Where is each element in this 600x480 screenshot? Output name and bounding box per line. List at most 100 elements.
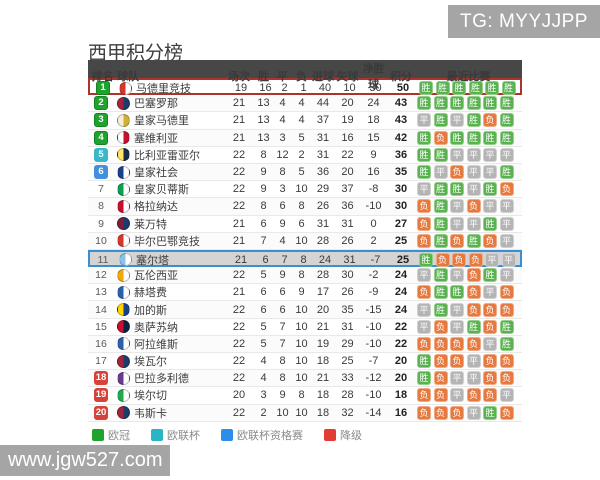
team-cell[interactable]: 韦斯卡 bbox=[114, 405, 224, 421]
team-name: 赫塔费 bbox=[134, 287, 167, 300]
draws-value: 4 bbox=[279, 97, 286, 110]
table-row[interactable]: 12 瓦伦西亚 22 5 9 8 28 30 -2 24 平胜平负胜平 bbox=[88, 267, 522, 285]
legend-swatch-icon bbox=[151, 429, 163, 441]
table-row[interactable]: 10 毕尔巴鄂竞技 21 7 4 10 28 26 2 25 负胜负胜负平 bbox=[88, 232, 522, 250]
table-row[interactable]: 1 马德里竞技 19 16 2 1 40 10 30 50 胜胜胜胜胜胜 bbox=[88, 78, 522, 96]
table-row[interactable]: 5 比利亚雷亚尔 22 8 12 2 31 22 9 36 胜胜平平平平 bbox=[88, 146, 522, 164]
table-row[interactable]: 15 奥萨苏纳 22 5 7 10 21 31 -10 22 平负平胜负胜 bbox=[88, 318, 522, 336]
result-badge-w: 胜 bbox=[417, 96, 431, 111]
table-header-row: 排名 球队 场次 胜 平 负 进球 失球 净胜球 积分 最近比赛 bbox=[88, 60, 522, 91]
team-cell[interactable]: 瓦伦西亚 bbox=[114, 267, 224, 283]
result-badge-l: 负 bbox=[483, 371, 497, 386]
result-badge-l: 负 bbox=[466, 302, 481, 317]
team-cell[interactable]: 比利亚雷亚尔 bbox=[114, 147, 224, 163]
team-cell[interactable]: 巴塞罗那 bbox=[114, 95, 224, 111]
table-row[interactable]: 13 赫塔费 21 6 6 9 17 26 -9 24 负胜胜负平负 bbox=[88, 284, 522, 302]
result-badge-l: 负 bbox=[433, 319, 448, 334]
result-badge-w: 胜 bbox=[485, 81, 499, 95]
rank-badge: 18 bbox=[94, 371, 108, 386]
wins-value: 3 bbox=[260, 389, 267, 402]
team-cell[interactable]: 皇家社会 bbox=[114, 164, 224, 180]
table-row[interactable]: 6 皇家社会 22 9 8 5 36 20 16 35 胜平负平平胜 bbox=[88, 163, 522, 182]
table-row[interactable]: 14 加的斯 22 6 6 10 20 35 -15 24 平胜平负负负 bbox=[88, 301, 522, 319]
table-row[interactable]: 11 塞尔塔 21 6 7 8 24 31 -7 25 胜负负负平平 bbox=[88, 249, 522, 268]
result-badge-l: 负 bbox=[466, 285, 481, 300]
legend-label: 降级 bbox=[340, 430, 362, 442]
table-row[interactable]: 20 韦斯卡 22 2 10 10 18 32 -14 16 负负负平胜负 bbox=[88, 404, 522, 422]
result-badge-l: 负 bbox=[466, 388, 481, 403]
goals-against-value: 28 bbox=[341, 389, 354, 402]
team-cell[interactable]: 加的斯 bbox=[114, 302, 224, 318]
result-badge-w: 胜 bbox=[433, 285, 448, 300]
points-value: 35 bbox=[394, 166, 408, 179]
team-cell[interactable]: 奥萨苏纳 bbox=[114, 319, 224, 335]
legend-item: 欧冠 bbox=[92, 427, 130, 443]
team-cell[interactable]: 巴拉多利德 bbox=[114, 370, 224, 386]
result-badge-l: 负 bbox=[466, 268, 481, 283]
legend-item: 欧联杯 bbox=[151, 427, 200, 443]
result-badge-d: 平 bbox=[450, 199, 464, 214]
team-cell[interactable]: 马德里竞技 bbox=[116, 80, 226, 96]
team-cell[interactable]: 赫塔费 bbox=[114, 284, 224, 300]
goal-diff-value: 15 bbox=[367, 131, 380, 144]
team-crest-icon bbox=[117, 268, 130, 282]
result-badge-l: 负 bbox=[450, 405, 464, 420]
result-badge-l: 负 bbox=[499, 354, 514, 369]
losses-value: 5 bbox=[298, 131, 305, 144]
result-badge-d: 平 bbox=[485, 252, 499, 267]
team-cell[interactable]: 毕尔巴鄂竞技 bbox=[114, 233, 224, 249]
recent-results: 负胜负胜负平 bbox=[415, 233, 522, 248]
table-row[interactable]: 16 阿拉维斯 22 5 7 10 19 29 -10 22 负负负负平胜 bbox=[88, 335, 522, 353]
team-cell[interactable]: 阿拉维斯 bbox=[114, 336, 224, 352]
draws-value: 7 bbox=[281, 253, 288, 266]
team-cell[interactable]: 埃尔切 bbox=[114, 387, 224, 403]
team-cell[interactable]: 塞维利亚 bbox=[114, 130, 224, 146]
team-crest-icon bbox=[117, 148, 130, 162]
played-value: 21 bbox=[232, 131, 246, 144]
result-badge-l: 负 bbox=[417, 285, 431, 300]
losses-value: 10 bbox=[295, 303, 308, 316]
table-row[interactable]: 2 巴塞罗那 21 13 4 4 44 20 24 43 胜胜胜胜胜胜 bbox=[88, 95, 522, 113]
result-badge-w: 胜 bbox=[417, 130, 431, 145]
table-row[interactable]: 4 塞维利亚 21 13 3 5 31 16 15 42 胜负胜胜胜胜 bbox=[88, 129, 522, 147]
team-cell[interactable]: 塞尔塔 bbox=[116, 252, 226, 268]
result-badge-d: 平 bbox=[450, 371, 464, 386]
result-badge-d: 平 bbox=[450, 319, 464, 334]
table-row[interactable]: 8 格拉纳达 22 8 6 8 26 36 -10 30 负胜平负平平 bbox=[88, 198, 522, 216]
goals-against-value: 26 bbox=[341, 286, 354, 299]
goals-for-value: 31 bbox=[316, 131, 330, 144]
team-name: 埃瓦尔 bbox=[134, 356, 167, 369]
recent-results: 平胜平负负负 bbox=[415, 302, 522, 317]
result-badge-w: 胜 bbox=[468, 81, 483, 95]
table-row[interactable]: 18 巴拉多利德 22 4 8 10 21 33 -12 20 胜负平平负负 bbox=[88, 370, 522, 388]
table-row[interactable]: 19 埃尔切 20 3 9 8 18 28 -10 18 负负平负负平 bbox=[88, 387, 522, 405]
team-cell[interactable]: 格拉纳达 bbox=[114, 198, 224, 214]
result-badge-d: 平 bbox=[417, 302, 431, 317]
points-value: 42 bbox=[394, 131, 408, 144]
draws-value: 12 bbox=[276, 148, 289, 161]
table-row[interactable]: 9 莱万特 21 6 9 6 31 31 0 27 负胜平平胜平 bbox=[88, 215, 522, 233]
result-badge-w: 胜 bbox=[433, 233, 448, 248]
result-badge-l: 负 bbox=[483, 302, 497, 317]
team-cell[interactable]: 莱万特 bbox=[114, 216, 224, 232]
rank-cell: 10 bbox=[88, 234, 114, 248]
result-badge-w: 胜 bbox=[433, 302, 448, 317]
wins-value: 7 bbox=[260, 234, 267, 247]
rank-badge: 10 bbox=[95, 234, 107, 247]
goals-for-value: 37 bbox=[316, 114, 330, 127]
team-cell[interactable]: 皇家马德里 bbox=[114, 112, 224, 128]
team-crest-icon bbox=[117, 96, 130, 110]
table-row[interactable]: 7 皇家贝蒂斯 22 9 3 10 29 37 -8 30 平胜胜平胜负 bbox=[88, 181, 522, 199]
wins-value: 4 bbox=[260, 355, 267, 368]
table-row[interactable]: 3 皇家马德里 21 13 4 4 37 19 18 43 平胜平胜负胜 bbox=[88, 112, 522, 130]
team-crest-icon bbox=[117, 406, 130, 420]
result-badge-w: 胜 bbox=[419, 252, 433, 267]
header-draw: 平 bbox=[277, 71, 288, 83]
result-badge-w: 胜 bbox=[466, 113, 481, 128]
result-badge-d: 平 bbox=[466, 405, 481, 420]
result-badge-d: 平 bbox=[433, 165, 448, 180]
team-cell[interactable]: 埃瓦尔 bbox=[114, 353, 224, 369]
table-row[interactable]: 17 埃瓦尔 22 4 8 10 18 25 -7 20 胜负负平负负 bbox=[88, 353, 522, 371]
team-cell[interactable]: 皇家贝蒂斯 bbox=[114, 181, 224, 197]
team-name: 塞维利亚 bbox=[134, 132, 178, 145]
